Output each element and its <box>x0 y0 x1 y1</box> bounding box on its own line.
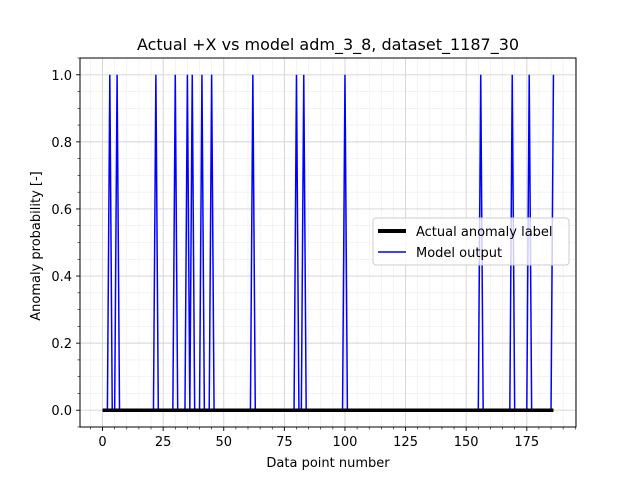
x-tick-label: 75 <box>276 435 293 450</box>
legend: Actual anomaly label Model output <box>372 217 570 266</box>
x-axis-label: Data point number <box>266 456 390 471</box>
x-tick-label: 175 <box>514 435 539 450</box>
legend-box <box>372 217 570 266</box>
y-tick-label: 0.6 <box>51 203 72 218</box>
legend-label-actual: Actual anomaly label <box>416 225 553 240</box>
y-tick-label: 0.2 <box>51 337 72 352</box>
x-tick-label: 150 <box>454 435 479 450</box>
y-tick-label: 0.4 <box>51 270 72 285</box>
y-tick-label: 1.0 <box>51 69 72 84</box>
x-tick-label: 125 <box>393 435 418 450</box>
chart-title: Actual +X vs model adm_3_8, dataset_1187… <box>137 35 519 55</box>
x-tick-label: 25 <box>155 435 172 450</box>
y-axis-label: Anomaly probability [-] <box>29 171 44 320</box>
x-tick-label: 0 <box>98 435 106 450</box>
x-tick-label: 100 <box>333 435 358 450</box>
x-tick-label: 50 <box>215 435 232 450</box>
ticks: 0 25 50 75 100 125 150 175 0.0 0.2 0.4 0.6 0.8 1.0 <box>51 57 576 450</box>
legend-label-model: Model output <box>416 246 502 261</box>
series-layer <box>102 74 555 412</box>
y-tick-label: 0.8 <box>51 136 72 151</box>
y-tick-label: 0.0 <box>51 404 72 419</box>
